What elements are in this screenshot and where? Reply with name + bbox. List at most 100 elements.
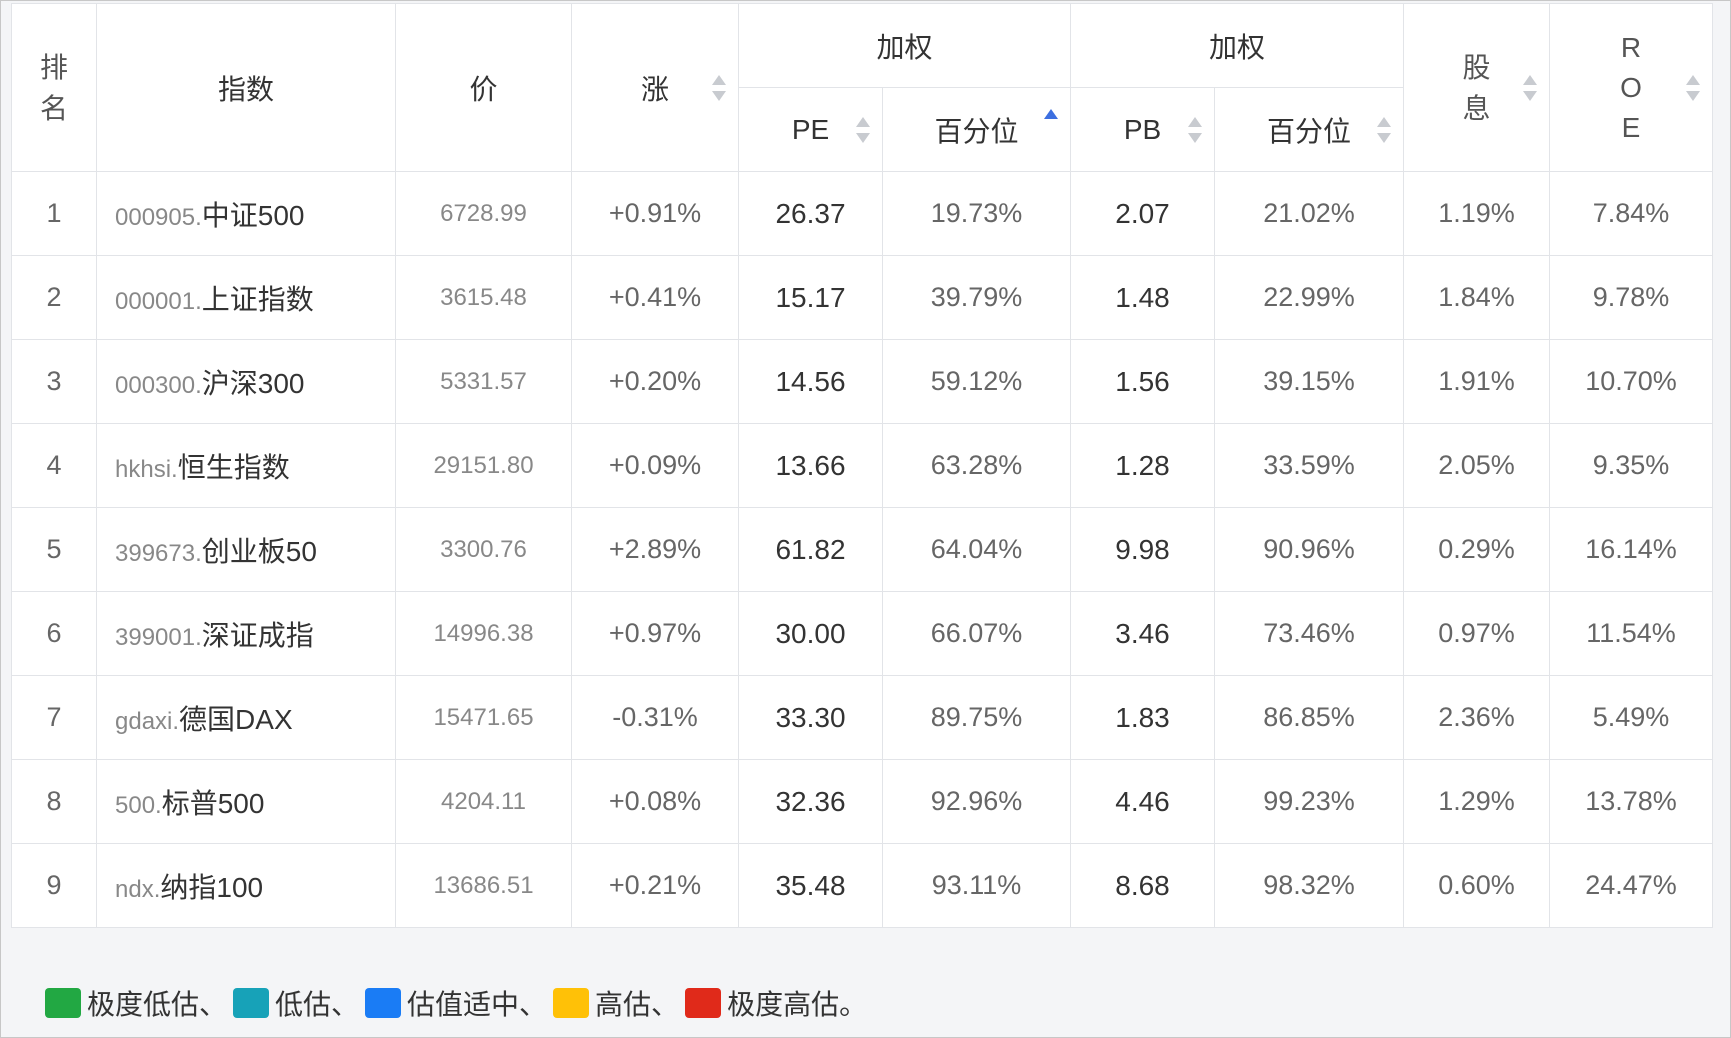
cell-pe: 13.66 (738, 423, 883, 508)
cell-dividend: 1.84% (1403, 255, 1550, 340)
table-row[interactable]: 1 000905.中证500 6728.99 +0.91% 26.37 19.73% 2.0… (11, 171, 1713, 256)
legend-item: 估值适中、 (365, 983, 547, 1023)
index-name: 中证500 (201, 199, 305, 231)
header-rank-label: 排名 (39, 51, 68, 124)
cell-change: +0.41% (571, 255, 739, 340)
cell-roe: 13.78% (1549, 759, 1713, 844)
cell-change: -0.31% (571, 675, 739, 760)
sort-icon[interactable] (712, 74, 726, 102)
cell-pb: 1.48 (1070, 255, 1215, 340)
cell-pe-percentile: 66.07% (882, 591, 1071, 676)
index-code: 000300. (115, 371, 202, 399)
legend-swatch (45, 988, 81, 1018)
cell-price: 6728.99 (395, 171, 572, 256)
cell-pe: 61.82 (738, 507, 883, 592)
legend-swatch (553, 988, 590, 1018)
cell-index-name[interactable]: 399673.创业板50 (96, 507, 396, 592)
cell-roe: 9.35% (1549, 423, 1713, 508)
cell-index-name[interactable]: 399001.深证成指 (96, 591, 396, 676)
header-pb[interactable]: PB (1070, 87, 1215, 172)
index-name: 上证指数 (201, 283, 314, 315)
cell-rank: 2 (11, 255, 97, 340)
header-dividend[interactable]: 股息 (1403, 3, 1550, 172)
cell-change: +0.09% (571, 423, 739, 508)
cell-index-name[interactable]: gdaxi.德国DAX (96, 675, 396, 760)
cell-index-name[interactable]: 000905.中证500 (96, 171, 396, 256)
table-row[interactable]: 9 ndx.纳指100 13686.51 +0.21% 35.48 93.11% 8.68 9… (11, 843, 1713, 928)
legend-label: 高估、 (595, 989, 680, 1020)
cell-index-name[interactable]: 500.标普500 (96, 759, 396, 844)
cell-roe: 11.54% (1549, 591, 1713, 676)
cell-dividend: 0.60% (1403, 843, 1550, 928)
table-row[interactable]: 6 399001.深证成指 14996.38 +0.97% 30.00 66.07% 3.4… (11, 591, 1713, 676)
cell-roe: 10.70% (1549, 339, 1713, 424)
cell-price: 15471.65 (395, 675, 572, 760)
legend-item: 高估、 (553, 983, 679, 1023)
sort-icon[interactable] (1377, 116, 1391, 144)
index-code: 500. (115, 791, 162, 819)
table-row[interactable]: 2 000001.上证指数 3615.48 +0.41% 15.17 39.79% 1.48… (11, 255, 1713, 340)
cell-pe-percentile: 92.96% (882, 759, 1071, 844)
cell-dividend: 1.19% (1403, 171, 1550, 256)
cell-price: 13686.51 (395, 843, 572, 928)
header-pe-percentile[interactable]: 百分位 (882, 87, 1071, 172)
header-change[interactable]: 涨 (571, 3, 739, 172)
cell-pb: 1.28 (1070, 423, 1215, 508)
legend-item: 低估、 (233, 983, 359, 1023)
sort-icon[interactable] (1686, 74, 1700, 102)
cell-change: +0.08% (571, 759, 739, 844)
sort-icon[interactable] (856, 116, 870, 144)
cell-pe: 30.00 (738, 591, 883, 676)
cell-price: 3300.76 (395, 507, 572, 592)
cell-pb-percentile: 86.85% (1214, 675, 1404, 760)
cell-index-name[interactable]: ndx.纳指100 (96, 843, 396, 928)
index-code: hkhsi. (115, 455, 178, 483)
cell-change: +0.97% (571, 591, 739, 676)
cell-change: +2.89% (571, 507, 739, 592)
legend-item: 极度低估、 (45, 983, 227, 1023)
index-name: 标普500 (161, 787, 265, 819)
header-weighted-pb: 加权 (1070, 3, 1404, 88)
table-row[interactable]: 7 gdaxi.德国DAX 15471.65 -0.31% 33.30 89.75% 1.8… (11, 675, 1713, 760)
header-weighted-pe: 加权 (738, 3, 1071, 88)
legend-label: 极度低估、 (87, 989, 228, 1020)
legend-swatch (365, 988, 402, 1018)
index-name: 深证成指 (201, 619, 314, 651)
cell-change: +0.91% (571, 171, 739, 256)
table-row[interactable]: 4 hkhsi.恒生指数 29151.80 +0.09% 13.66 63.28% 1.28… (11, 423, 1713, 508)
index-code: 000905. (115, 203, 202, 231)
cell-pe: 15.17 (738, 255, 883, 340)
sort-ascending-icon[interactable] (1044, 108, 1058, 136)
cell-dividend: 2.36% (1403, 675, 1550, 760)
table-row[interactable]: 8 500.标普500 4204.11 +0.08% 32.36 92.96% 4.46 99… (11, 759, 1713, 844)
cell-roe: 24.47% (1549, 843, 1713, 928)
sort-icon[interactable] (1188, 116, 1202, 144)
index-name: 创业板50 (201, 535, 317, 567)
cell-pe-percentile: 64.04% (882, 507, 1071, 592)
legend-item: 极度高估。 (685, 983, 867, 1023)
cell-index-name[interactable]: 000300.沪深300 (96, 339, 396, 424)
cell-roe: 9.78% (1549, 255, 1713, 340)
cell-dividend: 0.29% (1403, 507, 1550, 592)
cell-rank: 9 (11, 843, 97, 928)
index-code: gdaxi. (115, 707, 180, 735)
cell-rank: 5 (11, 507, 97, 592)
table-row[interactable]: 3 000300.沪深300 5331.57 +0.20% 14.56 59.12% 1.5… (11, 339, 1713, 424)
cell-pb-percentile: 90.96% (1214, 507, 1404, 592)
cell-rank: 1 (11, 171, 97, 256)
header-pe[interactable]: PE (738, 87, 883, 172)
header-pb-percentile[interactable]: 百分位 (1214, 87, 1404, 172)
table-row[interactable]: 5 399673.创业板50 3300.76 +2.89% 61.82 64.04% 9.9… (11, 507, 1713, 592)
sort-icon[interactable] (1523, 74, 1537, 102)
cell-index-name[interactable]: 000001.上证指数 (96, 255, 396, 340)
cell-index-name[interactable]: hkhsi.恒生指数 (96, 423, 396, 508)
cell-rank: 8 (11, 759, 97, 844)
header-index: 指数 (96, 3, 396, 172)
cell-pe-percentile: 19.73% (882, 171, 1071, 256)
index-name: 纳指100 (160, 871, 264, 903)
cell-rank: 3 (11, 339, 97, 424)
legend-label: 估值适中、 (407, 989, 548, 1020)
legend-label: 低估、 (275, 989, 360, 1020)
